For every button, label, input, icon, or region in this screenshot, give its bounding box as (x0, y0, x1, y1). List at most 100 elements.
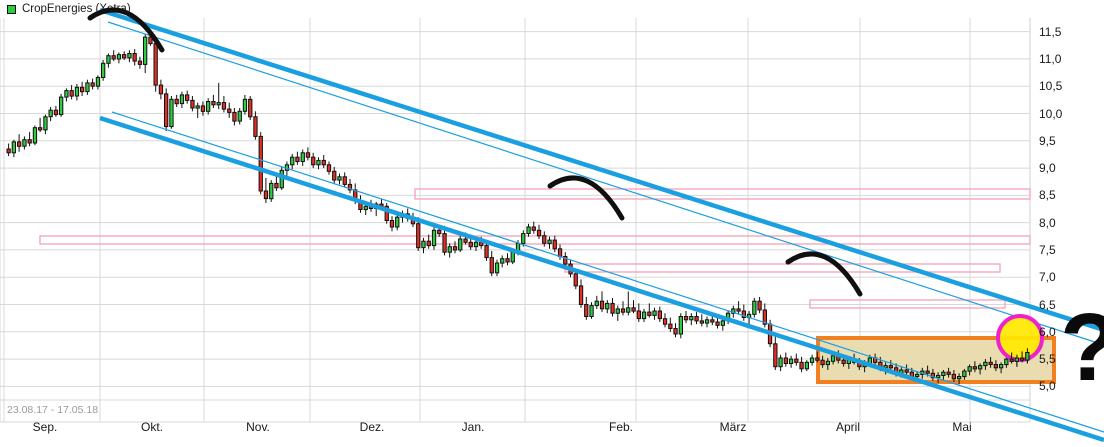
candle-body (90, 82, 95, 87)
candle-body (248, 98, 253, 118)
candles-over-highlight (1009, 348, 1030, 367)
candle-body (48, 109, 53, 118)
channel-line-thick (99, 7, 1104, 333)
candle-body (967, 366, 972, 372)
y-axis-tick-label: 6,5 (1039, 297, 1056, 312)
candle-body (11, 141, 16, 154)
candle-body (316, 159, 321, 166)
candle-body (274, 182, 279, 189)
candle-body (237, 110, 242, 122)
candle-body (431, 229, 437, 247)
y-axis-tick-label: 8,5 (1039, 188, 1056, 203)
trend-channel-lines (99, 7, 1104, 443)
candle-body (983, 361, 988, 367)
candle-body (788, 358, 794, 365)
candle-body (116, 54, 122, 60)
resistance-zone (414, 188, 1031, 200)
resistance-zone (564, 263, 1001, 273)
candle-body (458, 238, 463, 251)
candle-body (158, 84, 164, 95)
channel-line-thin (111, 111, 1104, 433)
chart-canvas (0, 7, 1104, 443)
candle-body (652, 310, 657, 316)
candle-body (704, 319, 710, 324)
candle-body (321, 159, 326, 166)
chart-plot-area[interactable] (0, 7, 1104, 443)
y-axis-tick-label: 7,5 (1039, 242, 1056, 257)
y-axis-tick-label: 7,0 (1039, 270, 1056, 285)
channel-line-thick (99, 115, 1104, 443)
candle-body (715, 321, 720, 326)
candle-body (552, 239, 557, 250)
candle-body (69, 90, 74, 97)
candle-body (258, 135, 263, 192)
candle-body (521, 233, 526, 244)
candle-body (395, 216, 400, 228)
candle-body (799, 361, 804, 370)
candle-body (941, 371, 946, 377)
x-axis-tick-label: Sep. (32, 420, 58, 434)
candle-body (647, 311, 652, 316)
y-axis-tick-label: 5,0 (1039, 379, 1056, 394)
candle-body (615, 308, 620, 314)
candle-body (641, 311, 647, 320)
candle-body (416, 223, 421, 249)
candle-body (1014, 357, 1020, 362)
candle-body (305, 152, 311, 158)
candle-body (662, 318, 668, 325)
candle-body (594, 300, 599, 307)
candle-body (290, 156, 295, 166)
candle-body (841, 359, 846, 365)
candle-body (137, 60, 143, 65)
x-axis-tick-label: Mai (952, 420, 972, 434)
rollover-arc (87, 7, 165, 53)
candle-body (757, 300, 762, 311)
candle-body (389, 220, 395, 228)
candle-body (531, 226, 536, 231)
candle-body (80, 86, 85, 93)
candle-body (153, 43, 158, 86)
candle-body (673, 328, 678, 335)
candle-body (731, 308, 736, 314)
resistance-zones (39, 188, 1031, 309)
candle-body (536, 229, 542, 237)
candle-body (683, 316, 689, 321)
candle-body (53, 109, 59, 116)
highlight-circle (996, 314, 1044, 362)
last-candle-highlight (996, 314, 1044, 362)
candle-body (473, 241, 479, 248)
candle-body (253, 116, 258, 137)
x-axis-tick-label: Nov. (246, 420, 270, 434)
candle-body (500, 258, 505, 264)
candle-body (227, 108, 232, 113)
y-axis-tick-label: 6,0 (1039, 324, 1056, 339)
candle-body (820, 359, 825, 366)
resistance-zone (39, 235, 1031, 245)
candle-body (978, 365, 983, 370)
candle-body (74, 86, 80, 97)
y-axis-tick-label: 10,5 (1039, 79, 1063, 94)
candle-body (127, 53, 132, 59)
candle-body (626, 307, 631, 313)
candle-body (605, 302, 610, 310)
candle-body (815, 357, 820, 361)
candle-body (930, 372, 936, 379)
candle-body (563, 256, 568, 265)
candle-body (447, 246, 452, 253)
x-axis-tick-label: März (719, 420, 747, 434)
candle-body (489, 257, 494, 274)
candle-body (143, 36, 148, 65)
candle-body (694, 316, 699, 322)
candle-body (557, 248, 563, 257)
candle-body (27, 139, 32, 144)
candle-body (830, 355, 836, 362)
candle-body (17, 141, 22, 147)
candle-body (174, 98, 179, 105)
candle-body (452, 246, 458, 251)
x-axis-tick-label: Dez. (359, 420, 385, 434)
candlestick-series (6, 30, 1030, 385)
candle-body (999, 364, 1004, 369)
candle-body (179, 94, 185, 105)
candle-body (951, 373, 957, 380)
candle-body (584, 304, 589, 317)
